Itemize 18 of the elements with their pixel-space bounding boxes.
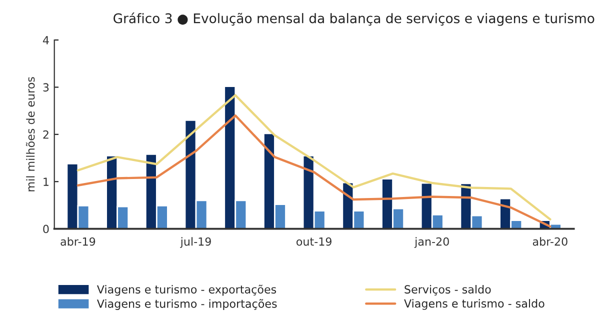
y-tick-label: 3 [43, 83, 49, 92]
y-tick-label: 0 [43, 224, 49, 234]
y-axis-title: mil milhões de euros [26, 77, 35, 192]
legend-label: Viagens e turismo - importações [96, 299, 277, 310]
legend-label: Serviços - saldo [404, 284, 491, 296]
x-tick-label: abr-19 [60, 237, 96, 246]
x-tick-label: jan-20 [414, 237, 449, 248]
x-tick-label: out-19 [296, 237, 332, 246]
chart-title: Gráfico 3 ● Evolução mensal da balança de serviços e viagens e turismo [114, 12, 594, 26]
line-series [76, 114, 552, 228]
x-tick-label: abr-20 [532, 237, 568, 246]
legend-label: Viagens e turismo - exportações [96, 284, 276, 296]
legend-label: Viagens e turismo - saldo [404, 299, 544, 310]
y-tick-label: 2 [43, 130, 48, 139]
y-tick-label: 1 [44, 178, 48, 186]
x-tick-label: jul-19 [180, 237, 211, 248]
line-series [76, 94, 552, 220]
y-tick-label: 4 [42, 36, 49, 44]
